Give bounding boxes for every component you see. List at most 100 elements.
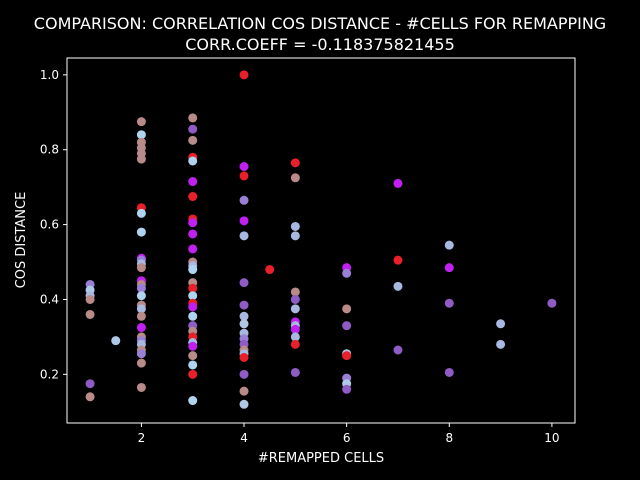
data-point-103 [342,351,352,361]
data-point-16 [136,227,146,237]
data-point-115 [496,319,506,329]
data-point-72 [239,300,249,310]
data-point-55 [188,311,198,321]
data-point-71 [239,278,249,288]
y-tick-label: 0.2 [40,367,59,381]
data-point-35 [136,382,146,392]
data-point-95 [290,332,300,342]
data-point-23 [136,283,146,293]
data-point-54 [188,302,198,312]
data-point-86 [290,173,300,183]
data-point-27 [136,311,146,321]
x-axis-ticks: 2 4 6 8 10 [138,423,560,445]
data-point-87 [290,221,300,231]
data-point-111 [444,240,454,250]
y-tick-label: 0.6 [40,218,59,232]
data-point-36 [188,113,198,123]
data-point-108 [393,255,403,265]
data-point-66 [239,162,249,172]
data-point-91 [290,304,300,314]
data-point-9 [136,130,146,140]
data-point-96 [290,339,300,349]
data-point-15 [136,208,146,218]
data-point-68 [239,195,249,205]
chart-title: COMPARISON: CORRELATION COS DISTANCE - #… [34,14,606,33]
data-point-8 [136,117,146,127]
plot-area-frame [66,57,576,424]
data-point-67 [239,171,249,181]
data-point-74 [239,319,249,329]
data-point-106 [342,384,352,394]
y-axis-label: COS DISTANCE [14,192,29,289]
data-point-3 [85,294,95,304]
data-point-63 [188,369,198,379]
data-point-20 [136,263,146,273]
data-point-24 [136,291,146,301]
x-axis-label: #REMAPPED CELLS [258,451,384,466]
data-point-94 [290,324,300,334]
data-point-65 [239,70,249,80]
data-point-89 [290,287,300,297]
data-point-69 [239,216,249,226]
data-point-42 [188,192,198,202]
data-point-41 [188,177,198,187]
data-point-84 [265,265,275,275]
data-point-109 [393,281,403,291]
data-point-4 [85,309,95,319]
data-point-33 [136,349,146,359]
data-point-81 [239,369,249,379]
data-point-116 [496,339,506,349]
data-point-7 [111,336,121,346]
data-point-60 [188,341,198,351]
data-point-83 [239,399,249,409]
data-point-13 [136,154,146,164]
data-point-112 [444,263,454,273]
data-point-40 [188,156,198,166]
data-point-114 [444,367,454,377]
data-point-61 [188,351,198,361]
data-point-64 [188,396,198,406]
x-tick-label: 10 [544,431,559,445]
data-point-90 [290,294,300,304]
data-point-26 [136,304,146,314]
y-axis-ticks: 0.2 0.4 0.6 0.8 1.0 [40,68,67,381]
x-tick-label: 4 [240,431,248,445]
data-point-100 [342,304,352,314]
data-point-5 [85,379,95,389]
data-point-73 [239,311,249,321]
data-point-110 [393,345,403,355]
data-point-107 [393,178,403,188]
data-point-101 [342,321,352,331]
data-point-49 [188,265,198,275]
data-point-46 [188,244,198,254]
data-point-117 [547,298,557,308]
data-point-80 [239,352,249,362]
data-point-113 [444,298,454,308]
x-tick-label: 2 [138,431,146,445]
data-points [85,70,557,409]
x-tick-label: 8 [445,431,453,445]
data-point-51 [188,283,198,293]
y-tick-label: 0.4 [40,292,59,306]
data-point-37 [188,124,198,134]
data-point-28 [136,323,146,333]
data-point-34 [136,358,146,368]
data-point-70 [239,231,249,241]
data-point-62 [188,360,198,370]
data-point-88 [290,231,300,241]
data-point-45 [188,229,198,239]
data-point-99 [342,268,352,278]
data-point-82 [239,386,249,396]
data-point-85 [290,158,300,168]
data-point-97 [290,367,300,377]
y-tick-label: 1.0 [40,68,59,82]
data-point-44 [188,218,198,228]
y-tick-label: 0.8 [40,143,59,157]
data-point-52 [188,291,198,301]
x-tick-label: 6 [343,431,351,445]
data-point-38 [188,135,198,145]
data-point-6 [85,392,95,402]
chart-subtitle: CORR.COEFF = -0.118375821455 [185,35,455,54]
